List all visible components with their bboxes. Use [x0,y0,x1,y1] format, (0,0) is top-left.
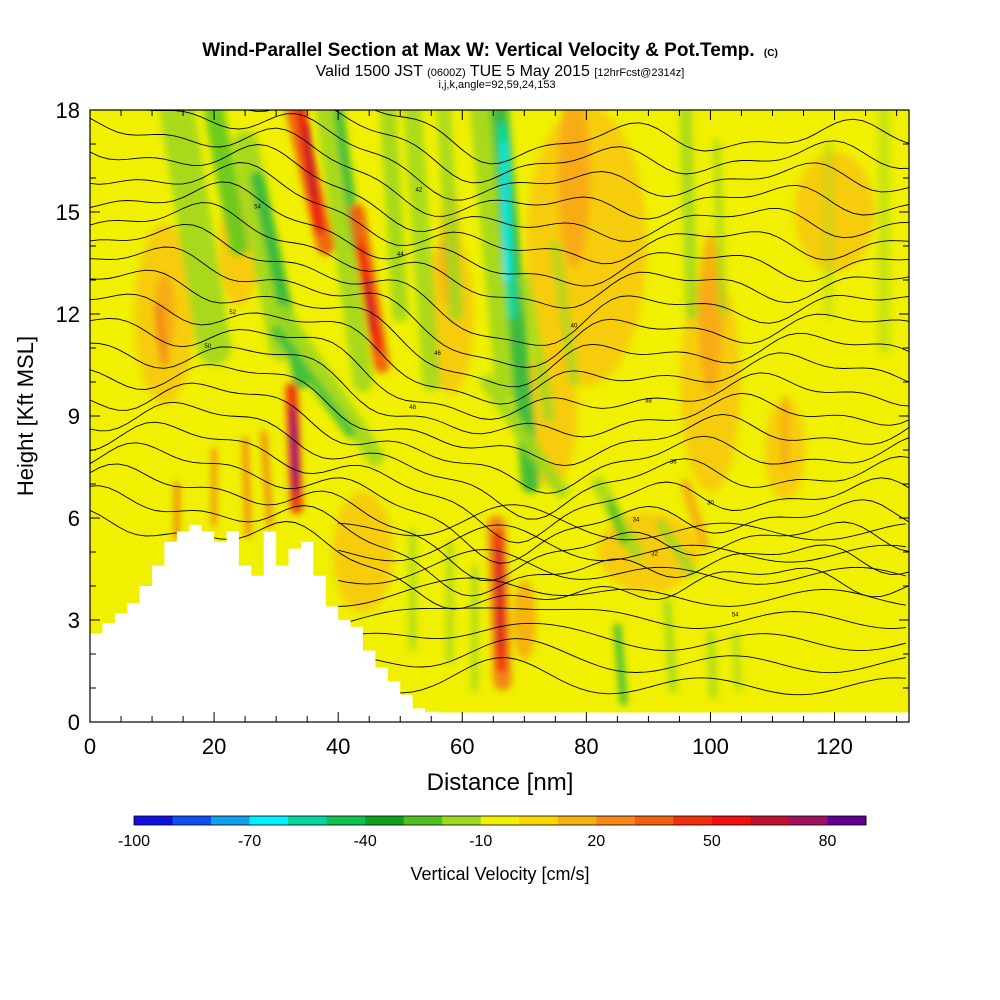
colorbar-swatch [249,816,289,825]
colorbar-swatch [288,816,328,825]
isentrope-line [90,382,909,494]
isentrope-line [90,317,909,420]
isentrope-line [90,223,909,346]
y-tick-label: 12 [56,302,80,327]
x-tick-label: 20 [202,734,226,759]
isentrope-line [338,607,906,629]
isentrope-line [90,181,909,287]
y-tick-label: 15 [56,200,80,225]
isentrope-line [90,117,909,220]
isentrope-line [338,577,906,607]
isentrope-label: 50 [205,344,212,350]
isentrope-line [90,246,909,368]
x-axis-ticks: 0 20 40 60 80 100 120 [84,110,898,759]
isentrope-line [90,342,909,438]
colorbar-label: Vertical Velocity [cm/s] [410,864,589,884]
isentrope-line [338,622,907,652]
colorbar [133,815,867,826]
isentrope-line [90,401,909,520]
isentrope-line [90,144,909,242]
colorbar-tick: -100 [118,833,150,850]
isentrope-line [373,110,909,165]
colorbar-swatch [134,816,174,825]
isentrope-line [90,485,909,597]
colorbar-swatch [480,816,520,825]
colorbar-tick: 20 [587,833,605,850]
isentrope-line [90,421,909,544]
x-tick-label: 120 [816,734,853,759]
isentrope-label: 30 [707,500,714,506]
colorbar-swatch [365,816,405,825]
y-tick-label: 18 [56,98,80,123]
colorbar-swatch [634,816,674,825]
y-tick-label: 9 [68,404,80,429]
isentrope-line [338,504,906,541]
x-tick-label: 60 [450,734,474,759]
colorbar-swatch [596,816,636,825]
y-tick-label: 6 [68,506,80,531]
grid-indices: i,j,k,angle=92,59,24,153 [438,79,555,91]
colorbar-swatch [750,816,790,825]
chart-subtitle: Valid 1500 JST (0600Z) TUE 5 May 2015 [1… [316,63,685,80]
isentrope-label: 46 [434,351,441,357]
isentrope-line [246,110,909,184]
colorbar-swatch [211,816,251,825]
isentrope-label: 44 [397,252,404,258]
colorbar-tick: 50 [703,833,721,850]
isentrope-line [90,162,909,265]
colorbar-tick-labels: -100 -70 -40 -10 20 50 80 [118,833,836,850]
colorbar-swatch [519,816,559,825]
colorbar-swatch [326,816,366,825]
isentrope-line [90,202,909,309]
x-axis-label: Distance [nm] [427,769,574,796]
isentrope-label: 52 [229,310,236,316]
colorbar-swatch [172,816,212,825]
x-tick-label: 0 [84,734,96,759]
colorbar-swatch [442,816,482,825]
isentrope-label: 54 [254,205,261,211]
colorbar-swatch [557,816,597,825]
colorbar-tick: -10 [469,833,492,850]
isentrope-label: 34 [633,517,640,523]
chart-title: Wind-Parallel Section at Max W: Vertical… [202,40,778,61]
colorbar-tick: -40 [354,833,377,850]
isentrope-line [142,110,909,201]
isentrope-line [90,442,909,564]
y-tick-label: 3 [68,608,80,633]
colorbar-swatch [827,816,867,825]
isentrope-line [90,463,909,582]
isentrope-line [90,269,909,388]
isentrope-line [338,657,906,696]
colorbar-swatch [403,816,443,825]
isentrope-line [90,293,909,405]
y-axis-label: Height [Kft MSL] [13,336,38,496]
terrain-mask [90,524,450,722]
colorbar-tick: -70 [238,833,261,850]
isentrope-label: 48 [409,405,416,411]
isentrope-label: 38 [645,398,652,404]
x-tick-label: 80 [574,734,598,759]
isentrope-label: 42 [415,188,422,194]
isentrope-label: 54 [732,613,739,619]
colorbar-swatch [711,816,751,825]
y-tick-label: 0 [68,710,80,735]
isentrope-label: 32 [651,551,658,557]
isentrope-label: 36 [670,460,677,466]
isentrope-line [338,638,906,674]
x-tick-label: 100 [692,734,729,759]
colorbar-swatch [788,816,828,825]
isentrope-line [338,524,906,563]
x-tick-label: 40 [326,734,350,759]
isentrope-line [90,364,909,467]
colorbar-swatch [673,816,713,825]
plot-area: 54 52 50 48 46 44 42 40 38 36 34 32 30 54 [90,110,909,722]
potential-temperature-contours: 54 52 50 48 46 44 42 40 38 36 34 32 30 54 [90,110,909,696]
isentrope-label: 40 [571,324,578,330]
colorbar-tick: 80 [819,833,837,850]
isentrope-line [338,549,907,585]
